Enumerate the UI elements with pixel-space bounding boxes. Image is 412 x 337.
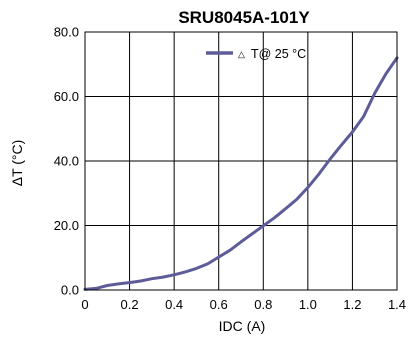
y-tick-label: 0.0 xyxy=(61,283,79,298)
legend-marker-icon: △ xyxy=(238,49,245,59)
y-tick-label: 80.0 xyxy=(54,25,79,40)
x-tick-label: 0.4 xyxy=(165,297,183,312)
x-axis-label: IDC (A) xyxy=(219,318,266,334)
series-layer xyxy=(83,56,399,291)
legend: △ T@ 25 °C xyxy=(206,47,306,61)
legend-label: T@ 25 °C xyxy=(251,47,306,61)
x-tick-label: 0.2 xyxy=(121,297,139,312)
y-tick-label: 60.0 xyxy=(54,89,79,104)
x-tick-label: 0 xyxy=(81,297,88,312)
x-tick-label: 0.6 xyxy=(210,297,228,312)
chart-title: SRU8045A-101Y xyxy=(178,8,310,27)
series-line xyxy=(83,56,399,291)
x-tick-label: 0.8 xyxy=(254,297,272,312)
plot-frame xyxy=(84,31,398,291)
y-tick-label: 40.0 xyxy=(54,154,79,169)
y-tick-label: 20.0 xyxy=(54,218,79,233)
x-tick-label: 1.4 xyxy=(388,297,406,312)
grid xyxy=(84,31,398,291)
x-tick-label: 1.0 xyxy=(299,297,317,312)
y-axis-label: ΔT (°C) xyxy=(9,140,25,187)
tick-labels: 0 0.2 0.4 0.6 0.8 1.0 1.2 1.4 0.0 20.0 40.0 60.0 80.… xyxy=(54,25,406,313)
x-tick-label: 1.2 xyxy=(343,297,361,312)
